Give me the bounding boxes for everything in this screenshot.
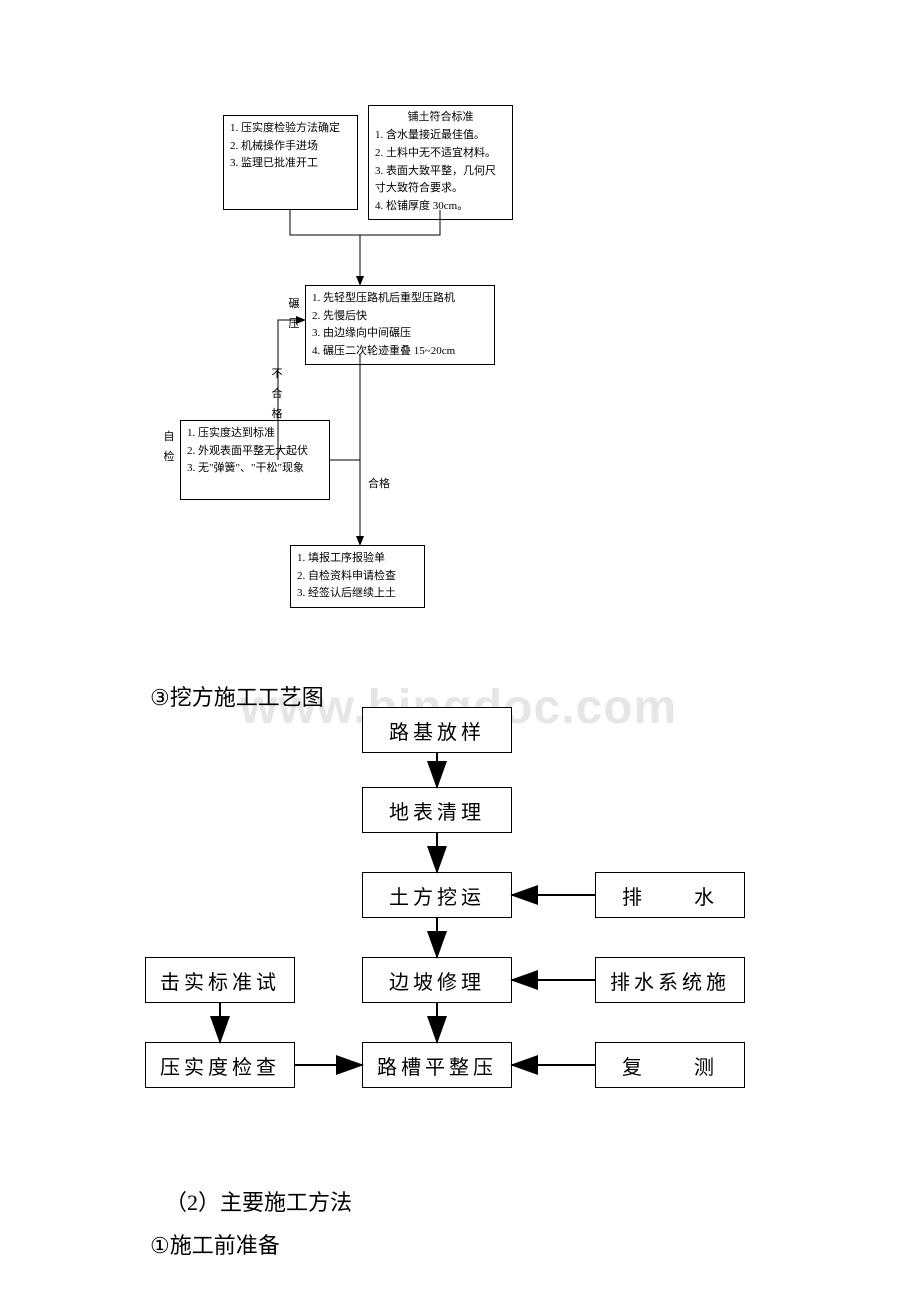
text: 2. 土料中无不适宜材料。 [375,145,506,163]
circled-number: ① [150,1233,170,1259]
heading-text: 挖方施工工艺图 [170,685,324,710]
side-label-compaction: 碾压 [287,295,301,335]
text: 1. 压实度检验方法确定 [230,120,351,138]
text: 1. 先轻型压路机后重型压路机 [312,290,488,308]
flow2-node-n3: 土方挖运 [362,872,512,918]
text: 4. 碾压二次轮迹重叠 15~20cm [312,343,488,361]
text: 3. 表面大致平整，几何尺寸大致符合要求。 [375,163,506,198]
flow1-box-selfcheck: 1. 压实度达到标准 2. 外观表面平整无大起伏 3. 无"弹簧"、"干松"现象 [180,420,330,500]
flow2-node-n2: 地表清理 [362,787,512,833]
flow2-node-l4: 击实标准试 [145,957,295,1003]
text: 1. 含水量接近最佳值。 [375,127,506,145]
flow2-node-r4: 排水系统施 [595,957,745,1003]
page: www.bingdoc.com 1. 压实度检验方法确定 2. 机械操作手进场 … [0,0,920,1302]
text: 4. 松铺厚度 30cm。 [375,198,506,216]
flow1-box-standard: 铺土符合标准 1. 含水量接近最佳值。 2. 土料中无不适宜材料。 3. 表面大… [368,105,513,220]
text: 3. 无"弹簧"、"干松"现象 [187,460,323,478]
heading-pre-construction: ①施工前准备 [150,1228,280,1260]
text: 3. 经签认后继续上土 [297,585,418,603]
box-title: 铺土符合标准 [375,110,506,127]
label-pass: 合格 [368,475,390,491]
flow1-box-compaction: 1. 先轻型压路机后重型压路机 2. 先慢后快 3. 由边缘向中间碾压 4. 碾… [305,285,495,365]
circled-number: ③ [150,685,170,711]
label-fail: 不合格 [270,365,284,424]
flow2-node-r5: 复 测 [595,1042,745,1088]
heading-excavation-process: ③挖方施工工艺图 [150,680,324,712]
text: 2. 外观表面平整无大起伏 [187,443,323,461]
text: 3. 监理已批准开工 [230,155,351,173]
flow2-node-r3: 排 水 [595,872,745,918]
flow2-node-n1: 路基放样 [362,707,512,753]
flow1-box-report: 1. 填报工序报验单 2. 自检资料申请检查 3. 经签认后继续上土 [290,545,425,608]
side-label-selfcheck: 自检 [162,428,176,468]
flow2-node-l5: 压实度检查 [145,1042,295,1088]
text: 2. 先慢后快 [312,308,488,326]
flow2-node-n5: 路槽平整压 [362,1042,512,1088]
flow2-node-n4: 边坡修理 [362,957,512,1003]
flow2-connectors [0,700,920,1200]
text: 1. 压实度达到标准 [187,425,323,443]
text: 2. 自检资料申请检查 [297,568,418,586]
heading-main-methods: （2）主要施工方法 [165,1185,352,1217]
heading-text: 施工前准备 [170,1233,280,1258]
text: 3. 由边缘向中间碾压 [312,325,488,343]
text: 1. 填报工序报验单 [297,550,418,568]
flow1-box-prep: 1. 压实度检验方法确定 2. 机械操作手进场 3. 监理已批准开工 [223,115,358,210]
text: 2. 机械操作手进场 [230,138,351,156]
